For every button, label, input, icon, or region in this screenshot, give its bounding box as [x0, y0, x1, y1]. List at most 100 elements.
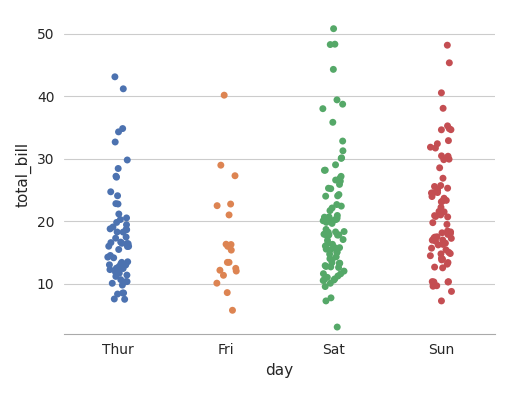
Point	[339, 212, 347, 219]
Point	[337, 270, 346, 277]
Point	[321, 173, 329, 180]
Point	[440, 138, 448, 144]
Point	[338, 175, 347, 182]
Point	[108, 241, 117, 247]
Point	[441, 283, 449, 289]
Point	[426, 229, 434, 235]
Point	[332, 277, 340, 283]
Point	[322, 260, 330, 266]
Point	[113, 254, 121, 260]
Point	[330, 216, 338, 222]
Point	[113, 224, 121, 230]
Point	[111, 290, 119, 296]
Point	[124, 273, 132, 279]
Point	[440, 125, 448, 132]
Point	[323, 233, 331, 239]
Point	[435, 187, 443, 193]
Point	[430, 42, 438, 48]
Point	[336, 237, 345, 243]
Point	[110, 229, 119, 235]
Point	[339, 273, 347, 279]
Point	[112, 269, 121, 275]
Point	[323, 232, 331, 238]
Point	[121, 263, 129, 270]
Point	[328, 251, 336, 257]
Point	[123, 272, 131, 278]
Point	[113, 246, 121, 253]
Point	[436, 165, 444, 171]
Point	[329, 283, 337, 290]
X-axis label: day: day	[265, 363, 293, 378]
Point	[438, 281, 446, 287]
Point	[443, 279, 451, 285]
Point	[115, 277, 123, 283]
Point	[115, 270, 123, 276]
Point	[333, 208, 341, 214]
Point	[227, 201, 235, 207]
Point	[441, 253, 449, 259]
Point	[338, 277, 346, 284]
Point	[335, 101, 343, 107]
Point	[431, 238, 439, 244]
Point	[440, 234, 448, 240]
Point	[218, 243, 227, 250]
Point	[116, 296, 124, 302]
Point	[122, 139, 130, 145]
Point	[122, 215, 130, 221]
Point	[320, 215, 328, 222]
Point	[333, 295, 342, 301]
Point	[437, 60, 445, 66]
Point	[220, 268, 228, 274]
Point	[336, 263, 344, 269]
Point	[232, 272, 240, 278]
Point	[113, 173, 121, 179]
Point	[104, 200, 112, 207]
Point	[428, 184, 436, 190]
Point	[120, 189, 128, 195]
Point	[323, 185, 331, 191]
Point	[319, 228, 327, 235]
Point	[427, 242, 435, 248]
Point	[333, 232, 342, 238]
Point	[433, 193, 441, 200]
Point	[438, 208, 446, 215]
Point	[338, 178, 347, 184]
Point	[445, 213, 453, 219]
Point	[427, 247, 435, 253]
Point	[332, 201, 341, 208]
Point	[440, 256, 448, 262]
Point	[320, 244, 328, 251]
Point	[115, 279, 123, 285]
Point	[318, 155, 326, 161]
Point	[334, 148, 343, 154]
Point	[108, 211, 117, 217]
Point	[104, 290, 112, 296]
Point	[219, 247, 227, 253]
Point	[428, 156, 436, 163]
Point	[445, 141, 454, 147]
Point	[118, 240, 126, 246]
Point	[116, 252, 124, 259]
Point	[443, 265, 451, 271]
Point	[320, 226, 328, 233]
Point	[321, 181, 329, 187]
Point	[434, 255, 442, 261]
Point	[324, 260, 332, 266]
Point	[117, 235, 125, 241]
Point	[334, 277, 342, 283]
Point	[321, 231, 329, 237]
Point	[107, 259, 116, 266]
Point	[221, 212, 229, 218]
Point	[223, 162, 232, 168]
Point	[438, 199, 446, 205]
Point	[118, 243, 126, 250]
Point	[106, 259, 114, 265]
Point	[119, 201, 127, 207]
Point	[112, 219, 120, 226]
Point	[123, 280, 131, 286]
Point	[111, 262, 120, 268]
Point	[434, 175, 442, 182]
Point	[216, 307, 224, 314]
Point	[221, 290, 230, 296]
Point	[218, 202, 227, 209]
